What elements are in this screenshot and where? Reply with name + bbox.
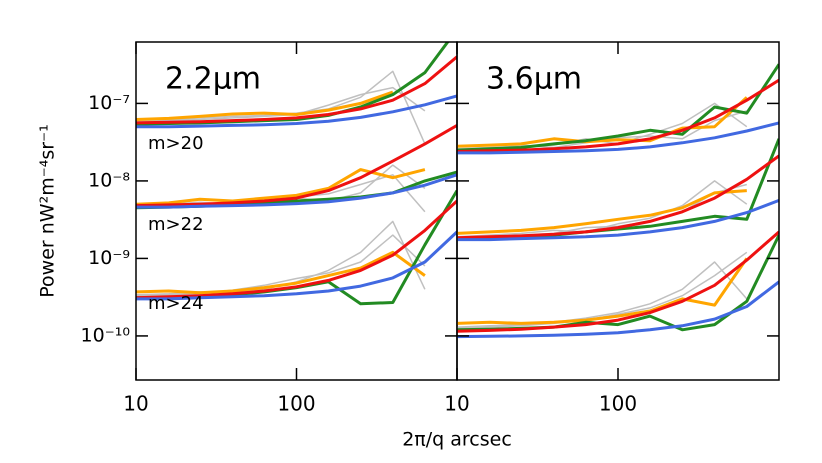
series-line: [136, 234, 426, 297]
series-line: [457, 96, 748, 148]
series-line: [136, 250, 426, 295]
annotation: m>22: [148, 214, 204, 235]
series-line: [457, 180, 748, 238]
series-line: [457, 230, 779, 333]
series-line: [136, 124, 457, 208]
plot-area: [457, 63, 779, 339]
x-tick-label: 10: [444, 392, 469, 416]
series-line: [457, 198, 779, 242]
y-tick-label: 10⁻⁸: [88, 169, 130, 191]
y-tick-label: 10⁻⁷: [88, 92, 130, 114]
x-tick-label: 10: [123, 392, 148, 416]
series-line: [457, 261, 748, 328]
series-line: [457, 189, 747, 235]
series-line: [136, 173, 457, 209]
series-line: [457, 280, 779, 339]
series-line: [457, 63, 779, 152]
x-tick-label: 100: [599, 392, 637, 416]
series-line: [136, 168, 426, 206]
plot-area: [136, 42, 457, 306]
series-line: [457, 78, 779, 153]
series-line: [457, 121, 779, 155]
y-axis-title: Power nW²m⁻⁴sr⁻¹: [37, 124, 59, 297]
x-tick-label: 100: [277, 392, 315, 416]
y-tick-label: 10⁻¹⁰: [81, 324, 130, 346]
panel-label: 2.2μm: [165, 62, 261, 97]
series-line: [136, 90, 394, 121]
annotation: m>20: [148, 133, 204, 154]
series-line: [136, 55, 457, 125]
series-line: [457, 154, 779, 240]
series-line: [136, 199, 457, 300]
series-line: [136, 86, 426, 123]
annotation: m>24: [148, 293, 204, 314]
x-axis-title: 2π/q arcsec: [402, 429, 512, 451]
y-tick-label: 10⁻⁹: [88, 247, 130, 269]
series-line: [136, 230, 457, 301]
panel-label: 3.6μm: [486, 62, 582, 97]
series-line: [136, 94, 457, 129]
series-line: [457, 257, 749, 325]
